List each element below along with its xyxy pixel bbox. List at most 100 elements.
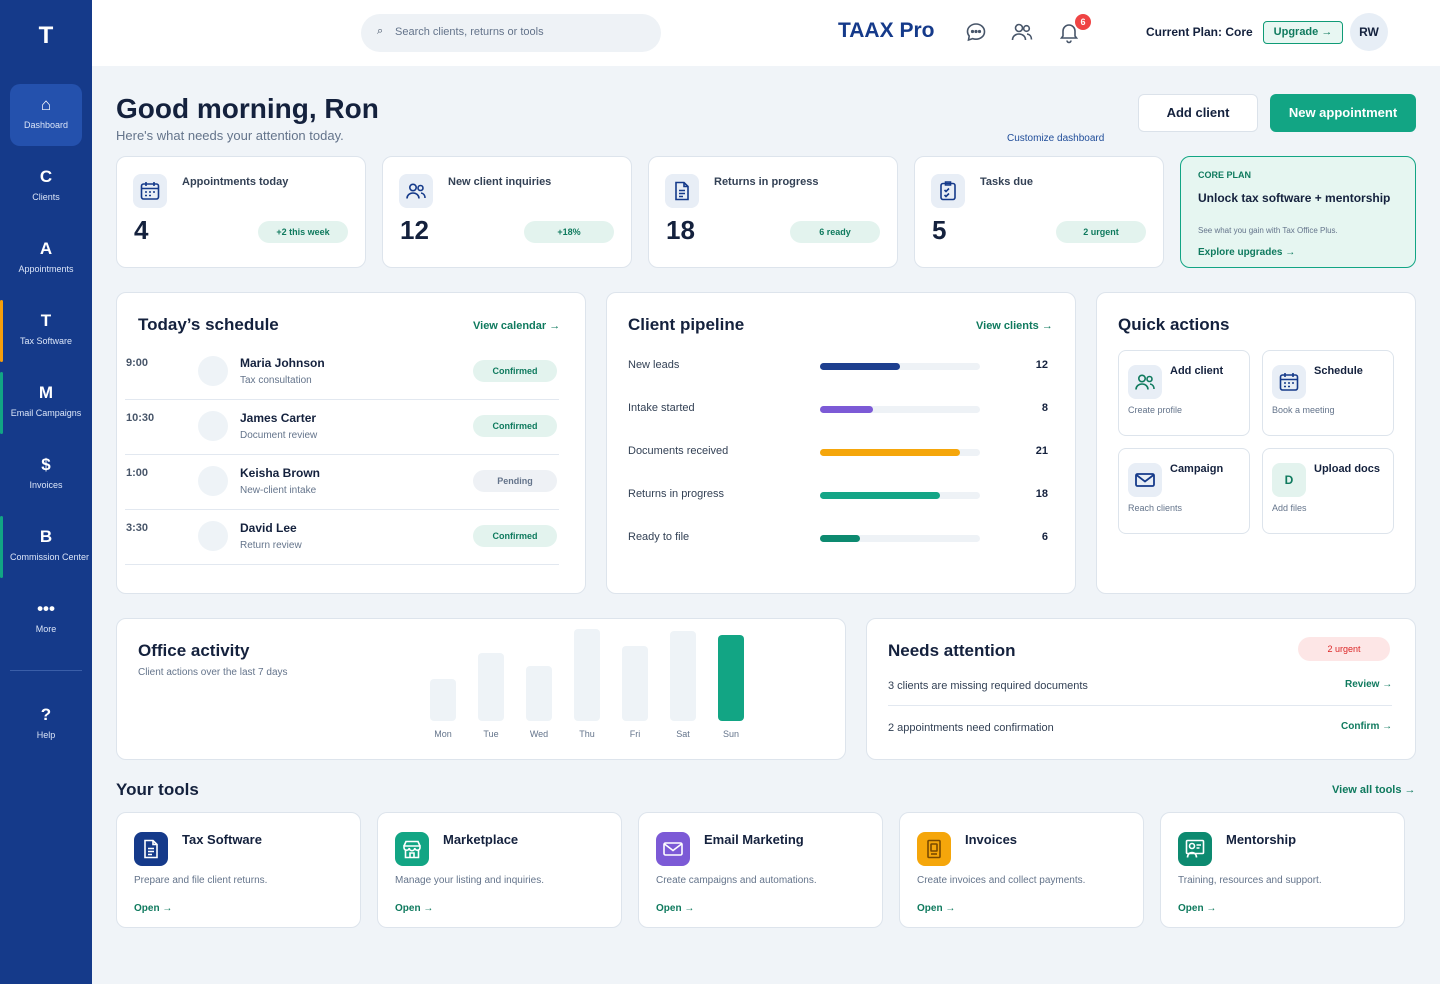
sidebar-item-label: Email Campaigns [10,408,82,418]
appointment-time: 1:00 [126,467,149,479]
open-link[interactable]: Open → [1178,903,1217,914]
schedule-row[interactable]: 3:30 David Lee Return review Confirmed [125,510,559,565]
quick-action-schedule[interactable]: Schedule Book a meeting [1262,350,1394,436]
review-link[interactable]: Review → [1345,679,1393,690]
upgrade-button[interactable]: Upgrade → [1263,21,1343,44]
confirm-link[interactable]: Confirm → [1341,721,1393,732]
stat-card-returns[interactable]: Returns in progress 18 6 ready [648,156,898,268]
stat-value: 4 [134,215,149,245]
tools-title: Your tools [116,780,199,799]
checklist-icon [931,174,965,208]
bell-icon[interactable] [1057,20,1081,44]
pipeline-row[interactable]: Returns in progress 18 [628,488,1048,508]
sidebar-item-label: Help [36,730,56,740]
schedule-row[interactable]: 1:00 Keisha Brown New-client intake Pend… [125,455,559,510]
open-link[interactable]: Open → [917,903,956,914]
store-icon [395,832,429,866]
quick-actions-title: Quick actions [1118,315,1230,334]
pipeline-title: Client pipeline [628,315,745,334]
stat-card-appointments[interactable]: Appointments today 4 +2 this week [116,156,366,268]
sidebar-item-commission-center[interactable]: B Commission Center [0,516,90,578]
client-avatar [198,521,228,551]
tool-description: Training, resources and support. [1178,875,1322,886]
add-client-button[interactable]: Add client [1138,94,1258,132]
tool-description: Prepare and file client returns. [134,875,268,886]
tool-card-invoices[interactable]: Invoices Create invoices and collect pay… [899,812,1144,928]
tool-card-tax-software[interactable]: Tax Software Prepare and file client ret… [116,812,361,928]
pipeline-stage-count: 18 [1035,488,1048,500]
appointment-type: Document review [240,430,318,441]
explore-upgrades-link[interactable]: Explore upgrades → [1198,247,1296,258]
customize-dashboard-link[interactable]: Customize dashboard [1007,133,1105,144]
tool-card-marketplace[interactable]: Marketplace Manage your listing and inqu… [377,812,622,928]
status-badge: Confirmed [473,525,557,547]
current-plan-label: Current Plan: Core [1146,25,1253,39]
pipeline-row[interactable]: New leads 12 [628,359,1048,379]
upgrade-promo-card[interactable]: CORE PLAN Unlock tax software + mentorsh… [1180,156,1416,268]
tax-doc-icon [134,832,168,866]
stat-value: 5 [932,215,947,245]
sidebar-item-tax-software[interactable]: T Tax Software [0,300,82,362]
search-input[interactable]: ⌕ Search clients, returns or tools [361,14,661,52]
schedule-row[interactable]: 9:00 Maria Johnson Tax consultation Conf… [125,345,559,400]
stat-card-tasks[interactable]: Tasks due 5 2 urgent [914,156,1164,268]
quick-action-upload-docs[interactable]: D Upload docs Add files [1262,448,1394,534]
new-appointment-button[interactable]: New appointment [1270,94,1416,132]
schedule-row[interactable]: 10:30 James Carter Document review Confi… [125,400,559,455]
tool-description: Create campaigns and automations. [656,875,817,886]
pipeline-row[interactable]: Ready to file 6 [628,531,1048,551]
document-icon [665,174,699,208]
tool-description: Manage your listing and inquiries. [395,875,544,886]
avatar[interactable]: RW [1350,13,1388,51]
sidebar-item-dashboard[interactable]: ⌂ Dashboard [10,84,82,146]
view-calendar-link[interactable]: View calendar → [473,320,561,332]
sidebar-item-label: Commission Center [10,552,90,562]
tool-title: Invoices [965,832,1018,847]
app-logo[interactable]: T [38,22,54,49]
activity-day-label: Wed [529,729,549,739]
client-avatar [198,411,228,441]
activity-bar-thu [574,629,600,721]
quick-action-subtitle: Create profile [1128,405,1183,415]
pipeline-stage-count: 8 [1041,402,1048,414]
quick-action-add-client[interactable]: Add client Create profile [1118,350,1250,436]
upload-icon: D [1272,463,1306,497]
appointment-type: Return review [240,540,302,551]
sidebar-item-help[interactable]: ? Help [10,694,82,756]
pipeline-row[interactable]: Intake started 8 [628,402,1048,422]
tool-card-email-marketing[interactable]: Email Marketing Create campaigns and aut… [638,812,883,928]
open-link[interactable]: Open → [395,903,434,914]
pipeline-stage-label: Ready to file [628,531,690,543]
chat-icon[interactable] [964,20,988,44]
stat-title: Appointments today [182,176,289,188]
sidebar-item-label: More [35,624,57,634]
pipeline-bar-track [820,492,980,499]
activity-day-label: Sun [722,729,739,739]
page-title: Good morning, Ron [116,93,379,124]
user-add-icon [1128,365,1162,399]
activity-day-label: Fri [629,729,641,739]
activity-day-label: Thu [579,729,595,739]
open-link[interactable]: Open → [134,903,173,914]
open-link[interactable]: Open → [656,903,695,914]
stat-title: Tasks due [980,176,1033,188]
view-all-tools-link[interactable]: View all tools → [1332,784,1416,796]
view-clients-link[interactable]: View clients → [976,320,1053,332]
sidebar-item-email-campaigns[interactable]: M Email Campaigns [0,372,82,434]
activity-bar-mon [430,679,456,721]
tool-card-mentorship[interactable]: Mentorship Training, resources and suppo… [1160,812,1405,928]
sidebar-item-label: Tax Software [19,336,73,346]
client-name: James Carter [240,411,317,425]
sidebar-item-clients[interactable]: C Clients [10,156,82,218]
sidebar-item-invoices[interactable]: $ Invoices [10,444,82,506]
sidebar-item-label: Dashboard [23,120,69,130]
stat-value: 18 [666,215,695,245]
users-icon[interactable] [1010,20,1034,44]
pipeline-row[interactable]: Documents received 21 [628,445,1048,465]
stat-card-inquiries[interactable]: New client inquiries 12 +18% [382,156,632,268]
sidebar-item-appointments[interactable]: A Appointments [10,228,82,290]
sidebar-item-more[interactable]: ••• More [10,588,82,650]
quick-action-campaign[interactable]: Campaign Reach clients [1118,448,1250,534]
pipeline-bar-track [820,449,980,456]
pipeline-bar-fill [820,449,960,456]
